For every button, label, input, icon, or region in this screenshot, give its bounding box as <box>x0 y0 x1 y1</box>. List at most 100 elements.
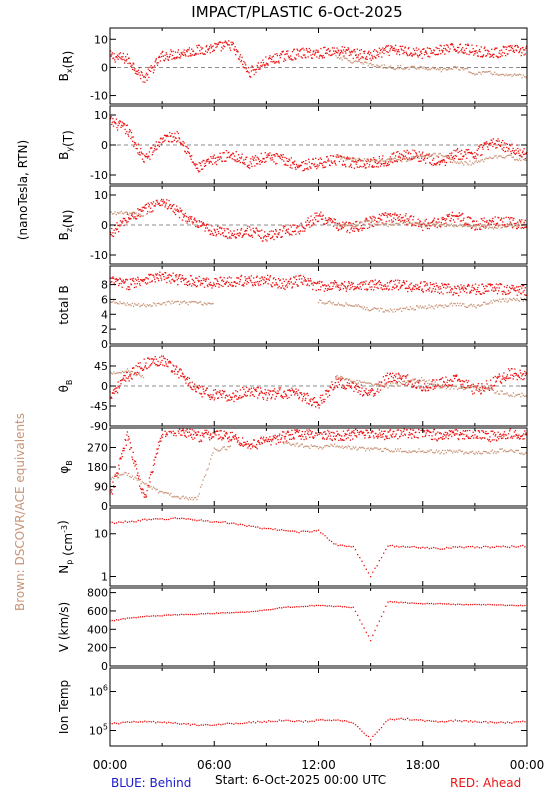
data-point <box>272 439 274 441</box>
data-point <box>196 226 199 228</box>
data-point <box>473 50 475 52</box>
data-point <box>488 143 490 146</box>
data-point <box>525 395 527 397</box>
data-point <box>343 224 346 227</box>
data-point <box>261 442 264 445</box>
data-point <box>512 226 515 228</box>
data-point <box>297 389 299 391</box>
data-point <box>228 281 230 284</box>
data-point <box>431 221 433 224</box>
data-point <box>461 226 464 228</box>
data-point <box>365 308 367 311</box>
data-point <box>407 290 409 293</box>
data-point <box>319 299 321 301</box>
data-point <box>200 439 202 441</box>
data-point <box>165 58 167 60</box>
data-point <box>461 158 463 160</box>
data-point <box>338 156 340 158</box>
data-point <box>200 301 202 303</box>
data-point <box>410 282 412 284</box>
data-point <box>198 226 200 229</box>
data-point <box>321 394 324 396</box>
data-point <box>230 41 232 43</box>
data-point <box>211 303 213 305</box>
data-point <box>416 386 418 388</box>
data-point <box>513 225 516 227</box>
data-point <box>388 288 390 290</box>
data-point <box>329 50 331 52</box>
data-point <box>220 156 222 158</box>
data-point <box>473 288 475 290</box>
data-point <box>196 285 199 287</box>
data-point <box>257 387 259 389</box>
data-point <box>217 397 219 399</box>
data-point <box>361 166 363 168</box>
data-point <box>396 285 398 287</box>
data-point <box>401 220 403 222</box>
data-point <box>152 359 155 361</box>
data-point <box>465 222 467 224</box>
data-point <box>206 227 208 229</box>
data-point <box>308 280 310 282</box>
data-point <box>453 374 455 377</box>
data-point <box>122 122 125 125</box>
data-point <box>252 285 254 287</box>
data-point <box>442 50 444 52</box>
data-point <box>291 387 293 389</box>
data-point <box>167 365 169 368</box>
data-point <box>476 220 478 222</box>
data-point <box>477 55 480 57</box>
data-point <box>444 161 446 163</box>
data-point <box>418 307 420 309</box>
data-point <box>270 154 273 157</box>
data-point <box>283 431 285 433</box>
data-point <box>507 300 510 302</box>
data-point <box>432 379 434 381</box>
data-point <box>157 448 159 450</box>
data-point <box>224 434 226 436</box>
data-point <box>450 44 452 46</box>
data-point <box>465 161 467 164</box>
data-point <box>499 298 501 300</box>
data-point <box>200 46 202 48</box>
y-axis-label: θB <box>57 380 74 393</box>
data-point <box>266 154 268 156</box>
data-point <box>441 217 443 219</box>
data-point <box>472 289 474 292</box>
data-point <box>141 280 143 282</box>
data-point <box>276 284 279 286</box>
data-point <box>120 453 123 455</box>
data-point <box>418 288 420 291</box>
data-point <box>269 390 271 392</box>
data-point <box>163 134 166 137</box>
data-point <box>331 47 334 49</box>
data-point <box>510 222 512 224</box>
data-point <box>130 66 133 68</box>
data-point <box>270 444 272 446</box>
data-point <box>357 391 359 393</box>
data-point <box>359 283 361 285</box>
data-point <box>522 394 524 397</box>
data-point <box>204 50 207 52</box>
data-point <box>159 303 161 305</box>
data-point <box>283 436 286 438</box>
data-point <box>120 58 122 60</box>
data-point <box>415 152 417 154</box>
data-point <box>206 429 208 432</box>
data-point <box>188 220 191 222</box>
data-point <box>257 62 259 64</box>
data-point <box>440 221 442 224</box>
data-point <box>386 214 388 217</box>
data-point <box>174 51 177 53</box>
data-point <box>171 58 173 60</box>
data-point <box>409 222 412 224</box>
data-point <box>443 307 445 309</box>
data-point <box>448 384 450 386</box>
data-point <box>134 68 136 70</box>
data-point <box>373 55 375 58</box>
data-point <box>473 220 475 222</box>
data-point <box>319 55 321 57</box>
data-point <box>332 50 335 52</box>
data-point <box>190 55 192 57</box>
data-point <box>452 219 455 221</box>
